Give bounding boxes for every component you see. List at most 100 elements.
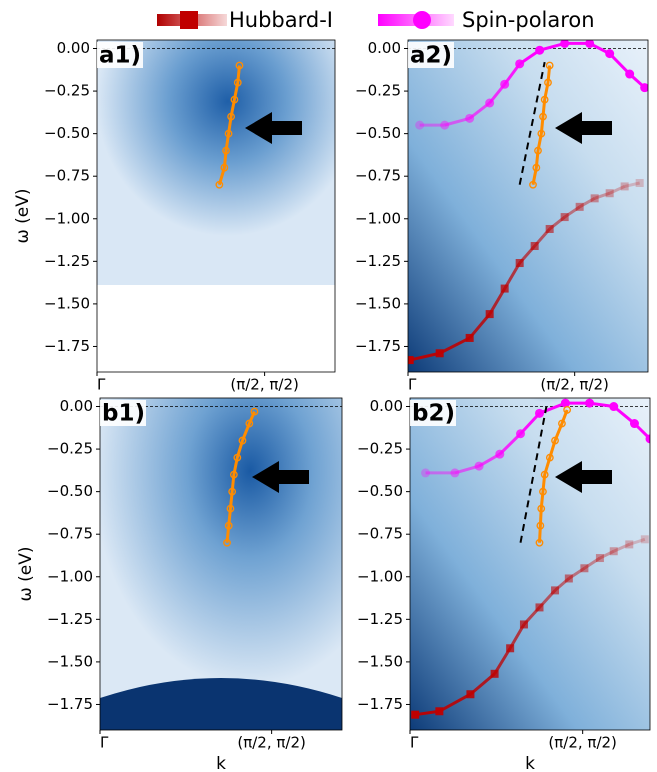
marker [590, 194, 599, 203]
arrow [555, 112, 612, 144]
marker [580, 564, 589, 573]
marker [490, 669, 499, 678]
marker [629, 419, 639, 429]
x-tick-label: (π/2, π/2) [237, 734, 306, 752]
series-segment [594, 191, 611, 200]
panel: a2) 0.00 −0.25 −0.50 −0.75 −1.00 −1.25 −1.50 −1.… [355, 39, 649, 394]
marker [585, 398, 595, 408]
y-tick-label: −1.50 [357, 652, 403, 670]
x-tick-label: Γ [97, 376, 106, 394]
marker [532, 163, 541, 172]
marker [563, 406, 572, 414]
x-tick-label: (π/2, π/2) [230, 376, 299, 394]
series-segment [488, 287, 506, 315]
marker [235, 61, 244, 70]
y-tick-label: −1.25 [47, 610, 93, 628]
axes-frame [96, 39, 336, 373]
y-tick-label: −1.00 [44, 209, 90, 227]
panel-label-bg [410, 400, 456, 426]
guide-line [518, 61, 546, 185]
y-tick-label: 0.00 [60, 397, 93, 415]
panel-label-bg [100, 400, 146, 426]
series-segment [608, 52, 631, 76]
marker [545, 224, 554, 233]
marker [545, 61, 554, 70]
marker [465, 333, 474, 342]
x-tick-label: Γ [100, 734, 109, 752]
x-tick-label: Γ [410, 734, 419, 752]
y-tick-label: −1.25 [44, 252, 90, 270]
marker [224, 521, 233, 530]
marker [223, 538, 231, 547]
series-segment [438, 336, 471, 355]
marker [233, 78, 242, 87]
axes-frame [407, 39, 649, 373]
arrow [245, 112, 302, 144]
marker [605, 189, 614, 198]
series-segment [624, 181, 640, 188]
x-tick-label: Γ [408, 376, 417, 394]
marker [515, 59, 525, 69]
marker [440, 120, 450, 130]
panel-label-bg [408, 42, 454, 68]
y-tick-label: −0.75 [44, 167, 90, 185]
y-tick-label: −0.25 [357, 440, 403, 458]
marker [620, 182, 629, 191]
marker [450, 468, 460, 478]
marker [560, 398, 570, 408]
marker [551, 586, 560, 595]
series-segment [538, 401, 566, 415]
marker [560, 213, 569, 222]
y-tick-label: −1.00 [357, 567, 403, 585]
x-tick-label: (π/2, π/2) [540, 376, 609, 394]
marker [530, 242, 539, 251]
marker [539, 487, 547, 496]
marker [529, 180, 537, 189]
series-segment [613, 543, 630, 553]
series-segment [438, 692, 472, 713]
marker [635, 179, 644, 188]
marker [519, 620, 528, 629]
arrow [252, 461, 309, 493]
y-axis-label: ω (eV) [13, 189, 33, 244]
y-tick-label: −0.50 [357, 482, 403, 500]
marker [516, 429, 526, 439]
marker [545, 453, 554, 462]
marker [224, 129, 233, 138]
panel: b2) 0.00 −0.25 −0.50 −0.75 −1.00 −1.25 −1.50 −1.… [357, 397, 651, 772]
marker [245, 419, 254, 428]
legend-label: Spin-polaron [462, 8, 595, 32]
marker [238, 436, 247, 445]
marker [435, 349, 444, 358]
marker [645, 434, 650, 444]
panel-label-bg [97, 42, 143, 68]
axes-frame [409, 397, 651, 731]
marker [222, 146, 230, 155]
y-tick-label: −1.25 [355, 252, 401, 270]
marker [551, 436, 559, 445]
marker [535, 603, 544, 612]
plot-area [97, 40, 335, 285]
marker [415, 120, 425, 130]
arrow [555, 461, 612, 493]
y-tick-label: −1.00 [355, 209, 401, 227]
intensity-map [97, 40, 335, 285]
series-segment [519, 412, 541, 435]
plot-area [410, 398, 650, 730]
plot-area [408, 40, 648, 372]
y-axis-label: ω (eV) [16, 547, 36, 602]
marker [485, 310, 494, 319]
series-segment [599, 549, 615, 560]
marker [228, 487, 237, 496]
series-segment [409, 351, 440, 362]
marker [585, 40, 595, 48]
marker [544, 78, 552, 87]
marker [534, 146, 542, 155]
marker [537, 129, 546, 138]
y-tick-label: 0.00 [368, 39, 401, 57]
marker [515, 259, 524, 268]
y-tick-label: −0.50 [47, 482, 93, 500]
series-segment [469, 672, 496, 696]
series-segment [609, 185, 626, 195]
